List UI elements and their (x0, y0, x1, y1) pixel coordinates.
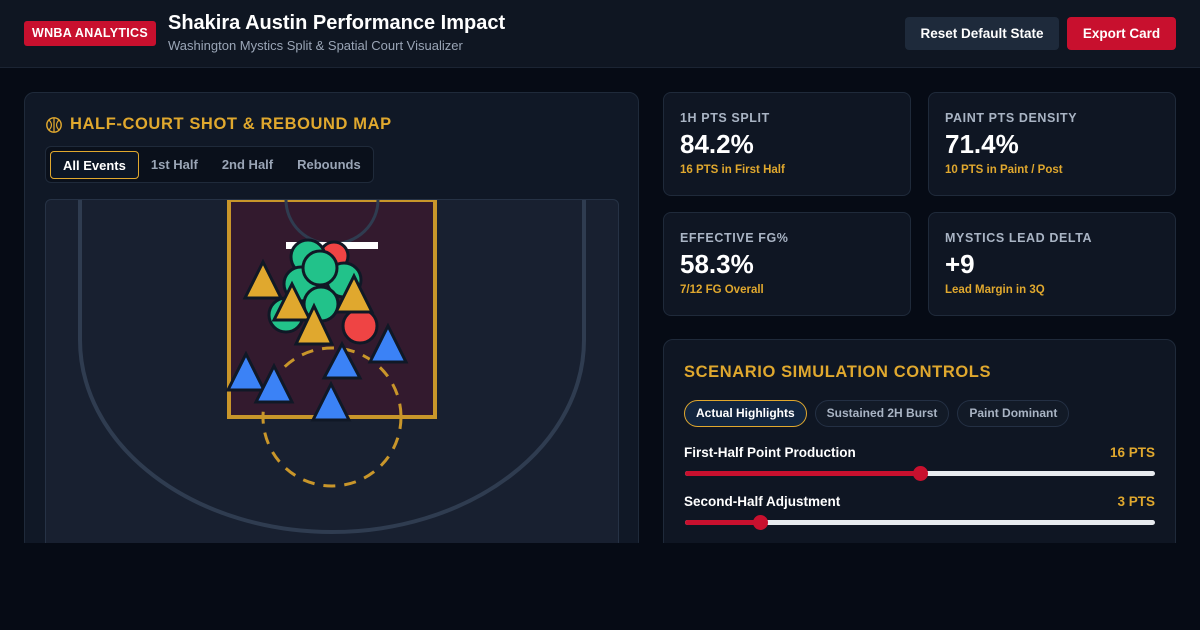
app-header: WNBA ANALYTICS Shakira Austin Performanc… (0, 0, 1200, 68)
court-drawing (78, 200, 586, 534)
tab-1st-half[interactable]: 1st Half (150, 156, 198, 172)
scenario-actual-highlights[interactable]: Actual Highlights (684, 400, 807, 427)
second-half-slider[interactable] (685, 515, 1155, 530)
stat-note: 10 PTS in Paint / Post (945, 164, 1063, 176)
page-title: Shakira Austin Performance Impact (168, 12, 506, 34)
slider-fill (685, 471, 920, 476)
tab-all-events[interactable]: All Events (50, 150, 139, 179)
tab-rebounds[interactable]: Rebounds (297, 156, 361, 172)
court-panel-title: HALF-COURT SHOT & REBOUND MAP (70, 115, 392, 133)
rebound-2h-marker (225, 350, 267, 392)
export-card-button[interactable]: Export Card (1067, 17, 1176, 50)
stat-card-paint-pts-density: PAINT PTS DENSITY 71.4% 10 PTS in Paint … (928, 92, 1176, 196)
slider-value-first-half: 16 PTS (1109, 445, 1155, 460)
stat-label: 1H PTS SPLIT (680, 111, 770, 125)
slider-value-second-half: 3 PTS (1117, 494, 1155, 509)
tab-2nd-half[interactable]: 2nd Half (221, 156, 274, 172)
stat-value: 84.2% (680, 129, 754, 159)
stat-note: Lead Margin in 3Q (945, 284, 1045, 296)
reset-default-button[interactable]: Reset Default State (905, 17, 1059, 50)
three-point-line (78, 200, 586, 534)
court-map-panel: HALF-COURT SHOT & REBOUND MAP All Events… (24, 92, 639, 552)
stat-label: MYSTICS LEAD DELTA (945, 231, 1093, 245)
rebound-1h-marker (293, 302, 335, 346)
made-shot-marker (301, 249, 339, 287)
simulation-title: SCENARIO SIMULATION CONTROLS (684, 363, 992, 381)
scenario-sustained-2h-burst[interactable]: Sustained 2H Burst (814, 400, 950, 427)
stat-card-1h-pts-split: 1H PTS SPLIT 84.2% 16 PTS in First Half (663, 92, 911, 196)
stat-label: PAINT PTS DENSITY (945, 111, 1078, 125)
half-court-map[interactable] (45, 199, 619, 551)
rebound-2h-marker (367, 322, 409, 364)
basketball-icon (46, 116, 62, 133)
rebound-1h-marker (242, 258, 284, 300)
stat-note: 16 PTS in First Half (680, 164, 785, 176)
page-footer-area (0, 543, 1200, 630)
stat-card-effective-fg: EFFECTIVE FG% 58.3% 7/12 FG Overall (663, 212, 911, 316)
stat-card-lead-delta: MYSTICS LEAD DELTA +9 Lead Margin in 3Q (928, 212, 1176, 316)
brand-badge: WNBA ANALYTICS (24, 21, 157, 46)
free-throw-circle (261, 346, 403, 488)
rebound-2h-marker (321, 340, 363, 380)
stat-label: EFFECTIVE FG% (680, 231, 789, 245)
rebound-2h-marker (253, 362, 295, 404)
stat-value: 58.3% (680, 249, 754, 279)
slider-fill (685, 520, 761, 525)
rebound-1h-marker (271, 280, 313, 322)
rebound-1h-marker (333, 272, 375, 314)
slider-thumb[interactable] (913, 466, 928, 481)
slider-label-second-half: Second-Half Adjustment (684, 494, 841, 509)
page-subtitle: Washington Mystics Split & Spatial Court… (168, 38, 463, 53)
stat-value: +9 (945, 249, 975, 279)
stat-value: 71.4% (945, 129, 1019, 159)
rebound-2h-marker (310, 380, 352, 422)
scenario-paint-dominant[interactable]: Paint Dominant (957, 400, 1070, 427)
court-panel-heading: HALF-COURT SHOT & REBOUND MAP (45, 115, 392, 134)
slider-label-first-half: First-Half Point Production (684, 445, 856, 460)
missed-shot-marker (341, 307, 379, 345)
scenario-selector: Actual Highlights Sustained 2H Burst Pai… (684, 400, 1077, 427)
slider-thumb[interactable] (753, 515, 769, 530)
simulation-panel: SCENARIO SIMULATION CONTROLS Actual High… (663, 339, 1176, 559)
stat-note: 7/12 FG Overall (680, 284, 764, 296)
first-half-slider[interactable] (685, 466, 1155, 481)
event-filter-tabs: All Events 1st Half 2nd Half Rebounds (45, 146, 374, 183)
